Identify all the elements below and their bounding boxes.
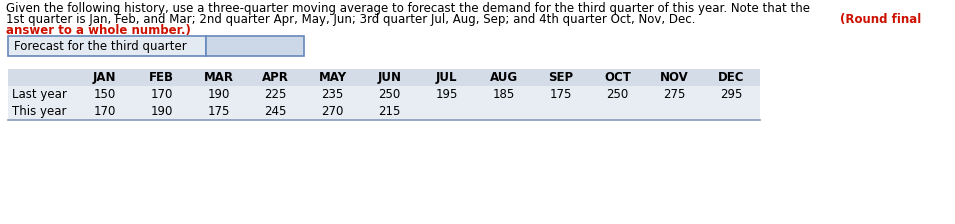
Text: DEC: DEC bbox=[718, 71, 745, 84]
Text: 270: 270 bbox=[321, 105, 344, 118]
Text: Given the following history, use a three-quarter moving average to forecast the : Given the following history, use a three… bbox=[6, 2, 810, 15]
Text: 250: 250 bbox=[378, 88, 401, 101]
Text: 235: 235 bbox=[322, 88, 344, 101]
Text: NOV: NOV bbox=[660, 71, 689, 84]
Text: 215: 215 bbox=[378, 105, 401, 118]
Text: answer to a whole number.): answer to a whole number.) bbox=[6, 24, 191, 37]
Text: 195: 195 bbox=[435, 88, 457, 101]
Text: MAR: MAR bbox=[203, 71, 234, 84]
Text: FEB: FEB bbox=[149, 71, 174, 84]
Text: 170: 170 bbox=[150, 88, 173, 101]
Bar bbox=[8, 103, 760, 120]
Text: 170: 170 bbox=[94, 105, 116, 118]
Text: 275: 275 bbox=[664, 88, 686, 101]
Bar bbox=[8, 69, 760, 86]
Bar bbox=[8, 36, 206, 56]
Text: 150: 150 bbox=[94, 88, 116, 101]
Text: Forecast for the third quarter: Forecast for the third quarter bbox=[14, 39, 187, 52]
Text: OCT: OCT bbox=[605, 71, 631, 84]
Bar bbox=[8, 86, 760, 103]
Text: 250: 250 bbox=[606, 88, 628, 101]
Text: 225: 225 bbox=[265, 88, 286, 101]
Text: Last year: Last year bbox=[12, 88, 67, 101]
Text: 245: 245 bbox=[265, 105, 286, 118]
Text: AUG: AUG bbox=[490, 71, 518, 84]
Text: 175: 175 bbox=[549, 88, 572, 101]
Text: 1st quarter is Jan, Feb, and Mar; 2nd quarter Apr, May, Jun; 3rd quarter Jul, Au: 1st quarter is Jan, Feb, and Mar; 2nd qu… bbox=[6, 13, 699, 26]
Text: This year: This year bbox=[12, 105, 67, 118]
Text: (Round final: (Round final bbox=[840, 13, 922, 26]
Bar bbox=[206, 36, 304, 56]
Text: 175: 175 bbox=[207, 105, 230, 118]
Text: 190: 190 bbox=[207, 88, 230, 101]
Text: 185: 185 bbox=[493, 88, 515, 101]
Text: JUN: JUN bbox=[377, 71, 401, 84]
Text: JAN: JAN bbox=[93, 71, 117, 84]
Text: JUL: JUL bbox=[435, 71, 457, 84]
Text: 190: 190 bbox=[150, 105, 173, 118]
Text: 295: 295 bbox=[720, 88, 743, 101]
Text: SEP: SEP bbox=[548, 71, 573, 84]
Text: MAY: MAY bbox=[318, 71, 347, 84]
Text: APR: APR bbox=[262, 71, 289, 84]
